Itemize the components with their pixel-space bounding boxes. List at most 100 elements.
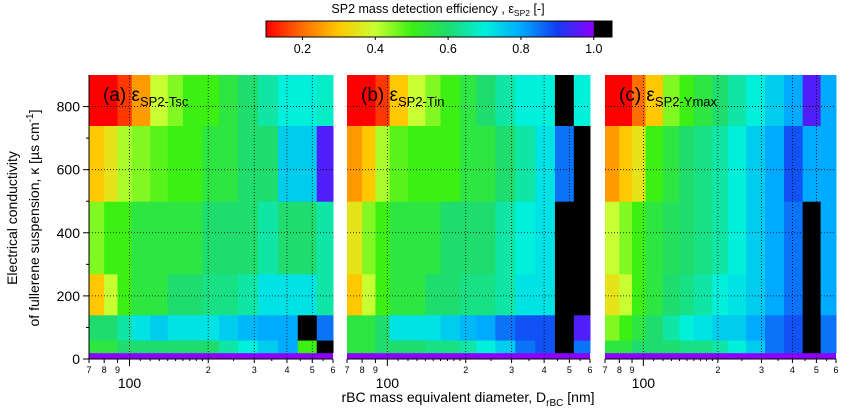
x-tick-label-minor: 8: [360, 365, 365, 375]
heatmap-cell: [645, 273, 664, 316]
colorbar-segment: [383, 21, 387, 37]
heatmap-cell: [238, 314, 259, 341]
heatmap-cell: [535, 125, 556, 202]
colorbar-segment: [457, 21, 461, 37]
colorbar-segment: [323, 21, 327, 37]
colorbar-segment: [276, 21, 281, 37]
colorbar-segment: [451, 21, 456, 37]
heatmap-cell: [820, 314, 837, 341]
heatmap-cell: [316, 201, 334, 275]
heatmap-cell: [784, 125, 804, 202]
heatmap-cell: [362, 201, 376, 275]
colorbar-segment: [481, 21, 486, 37]
heatmap-cell: [89, 125, 105, 202]
x-tick-label-minor: 8: [617, 365, 622, 375]
heatmap-cell: [820, 273, 837, 316]
heatmap-cell: [182, 314, 203, 341]
colorbar-segment: [394, 21, 398, 37]
colorbar-segment: [377, 21, 382, 37]
heatmap-cell: [619, 273, 633, 316]
x-tick-label-minor: 9: [115, 365, 120, 375]
colorbar-segment: [339, 21, 344, 37]
heatmap-cell: [459, 314, 478, 341]
colorbar-segment: [285, 21, 289, 37]
heatmap-cell: [440, 340, 461, 354]
heatmap-cell: [407, 201, 426, 275]
heatmap-cell: [167, 314, 184, 341]
heatmap-cell: [238, 75, 259, 126]
heatmap-cell: [712, 125, 729, 202]
colorbar-segment: [301, 21, 305, 37]
colorbar-segment: [320, 21, 324, 37]
heatmap-cell: [131, 75, 151, 126]
colorbar-segment: [558, 21, 562, 37]
x-tick-label-major: 100: [376, 375, 400, 391]
heatmap-cell: [375, 273, 391, 316]
heatmap-cell: [662, 75, 681, 126]
heatmap-cell: [278, 125, 299, 202]
heatmap-cell: [407, 125, 426, 202]
colorbar-segment: [304, 21, 308, 37]
heatmap-cell: [278, 201, 299, 275]
x-tick-label-minor: 5: [310, 365, 315, 375]
heatmap-cell: [389, 273, 409, 316]
x-tick-label-minor: 6: [833, 365, 838, 375]
heatmap-cell: [619, 125, 633, 202]
heatmap-cell: [425, 273, 442, 316]
x-tick-label-major: 100: [632, 375, 656, 391]
heatmap-cell: [389, 125, 409, 202]
heatmap-cell: [645, 125, 664, 202]
colorbar-segment: [470, 21, 475, 37]
heatmap-cell: [459, 125, 478, 202]
heatmap-cell: [104, 340, 119, 354]
heatmap-cell: [535, 314, 556, 341]
heatmap-cell: [820, 201, 837, 275]
colorbar-tick-label: 0.4: [367, 42, 384, 56]
heatmap-cell: [605, 75, 620, 126]
y-axis-label-line2: of fullerene suspension, κ [µs cm-1]: [25, 110, 42, 327]
heatmap-cell: [746, 125, 766, 202]
colorbar-segment: [514, 21, 518, 37]
heatmap-cell: [104, 75, 119, 126]
heatmap-cell: [278, 314, 299, 341]
heatmap-bottom-strip: [605, 352, 836, 359]
heatmap-cell: [764, 75, 785, 126]
y-tick-label: 600: [57, 162, 81, 178]
y-tick-label: 200: [57, 288, 81, 304]
heatmap-cell: [219, 340, 239, 354]
heatmap-cell: [89, 340, 105, 354]
colorbar-segment: [465, 21, 469, 37]
colorbar-segment: [326, 21, 330, 37]
colorbar-segment: [492, 21, 497, 37]
heatmap-cell: [515, 201, 536, 275]
x-tick-label-major: 100: [118, 375, 142, 391]
colorbar-segment: [424, 21, 428, 37]
heatmap-cell: [425, 201, 442, 275]
heatmap-cell: [515, 125, 536, 202]
heatmap-cell: [167, 125, 184, 202]
colorbar-segment: [399, 21, 404, 37]
colorbar-segment: [566, 21, 570, 37]
heatmap-cell: [167, 75, 184, 126]
heatmap-cell: [784, 273, 804, 316]
colorbar-segment: [569, 21, 573, 37]
heatmap-cell: [573, 273, 591, 316]
x-tick-label-minor: 2: [463, 365, 468, 375]
colorbar-segment: [380, 21, 385, 37]
heatmap-cell: [167, 201, 184, 275]
heatmap-cell: [297, 75, 318, 126]
heatmap-cell: [802, 201, 822, 275]
heatmap-cell: [150, 75, 169, 126]
colorbar-segment: [500, 21, 505, 37]
colorbar-segment: [525, 21, 529, 37]
heatmap-cell: [619, 75, 633, 126]
heatmap-cell: [347, 201, 363, 275]
y-axis-label: Electrical conductivity of fullerene sus…: [4, 110, 42, 327]
colorbar-segment: [268, 21, 273, 37]
colorbar-tick-label: 0.6: [439, 42, 456, 56]
heatmap-cell: [632, 273, 646, 316]
colorbar-segment: [345, 21, 349, 37]
heatmap-cell: [182, 273, 203, 316]
x-tick-label-minor: 8: [102, 365, 107, 375]
heatmap-cell: [645, 201, 664, 275]
